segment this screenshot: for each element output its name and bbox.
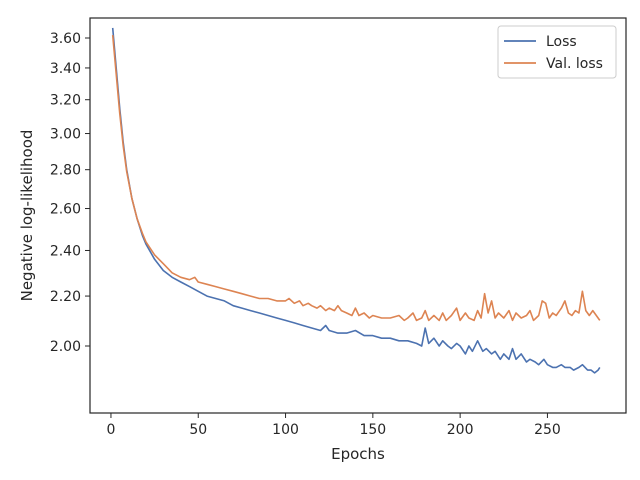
x-tick-label: 100 [272,422,299,438]
legend-label-loss: Loss [546,34,577,50]
legend: Loss Val. loss [497,25,617,79]
legend-box [497,25,617,79]
legend-label-val-loss: Val. loss [546,56,603,72]
y-tick-label: 2.60 [50,202,81,218]
x-tick-label: 50 [189,422,207,438]
plot-content [111,27,601,374]
y-axis-ticks: 2.00 2.20 2.40 2.60 2.80 3.00 3.20 3.40 3.60 [50,31,90,355]
series-line-1 [111,35,601,322]
x-axis-label: Epochs [331,445,385,463]
y-tick-label: 3.60 [50,31,81,47]
y-axis-label: Negative log-likelihood [18,130,36,302]
y-tick-label: 2.40 [50,243,81,259]
y-tick-label: 3.20 [50,93,81,109]
y-tick-label: 3.00 [50,127,81,143]
y-tick-label: 2.20 [50,289,81,305]
y-tick-label: 2.00 [50,339,81,355]
x-tick-label: 0 [106,422,115,438]
x-axis-ticks: 0 50 100 150 200 250 [106,413,561,438]
plot-frame [89,17,627,414]
y-tick-label: 3.40 [50,61,81,77]
x-tick-label: 150 [359,422,386,438]
series-line-0 [111,27,601,374]
x-tick-label: 200 [447,422,474,438]
y-tick-label: 2.80 [50,163,81,179]
x-tick-label: 250 [534,422,561,438]
